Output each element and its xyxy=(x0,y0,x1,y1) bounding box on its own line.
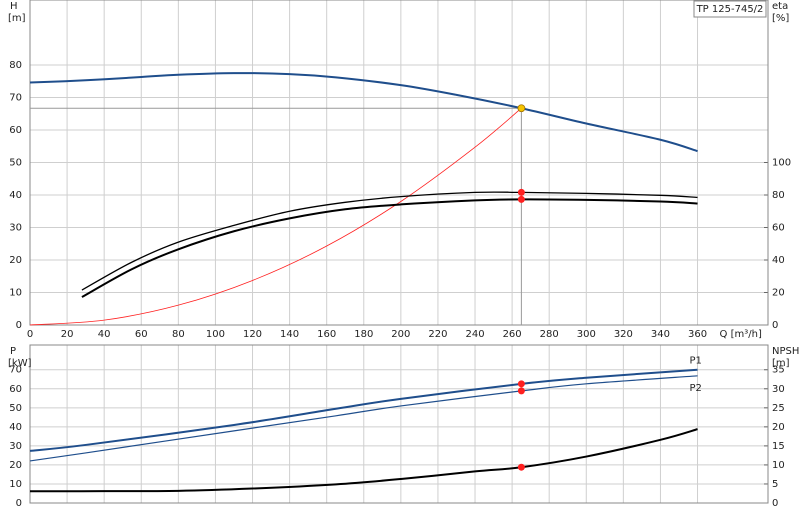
series-line xyxy=(29,375,698,462)
x-axis-title: Q [m³/h] xyxy=(720,329,762,340)
plot-frame xyxy=(29,0,769,326)
y2-tick-label: 30 xyxy=(772,384,785,395)
x-tick-label: 340 xyxy=(651,329,670,340)
y2-axis-unit: [%] xyxy=(772,13,789,24)
y-tick-label: 30 xyxy=(9,223,22,234)
duty-point-marker xyxy=(517,104,526,113)
y2-tick-label: 20 xyxy=(772,422,785,433)
chart-title: TP 125-745/2 xyxy=(696,4,764,15)
duty-point-marker xyxy=(517,380,525,388)
y-tick-label: 0 xyxy=(16,498,22,509)
x-tick-label: 180 xyxy=(354,329,373,340)
y-tick-label: 40 xyxy=(9,422,22,433)
x-tick-label: 120 xyxy=(243,329,262,340)
y-tick-label: 80 xyxy=(9,60,22,71)
y2-tick-label: 35 xyxy=(772,365,785,376)
x-tick-label: 160 xyxy=(317,329,336,340)
y2-tick-label: 0 xyxy=(772,498,778,509)
y2-tick-label: 0 xyxy=(772,320,778,331)
y2-tick-label: 15 xyxy=(772,441,785,452)
y-tick-label: 70 xyxy=(9,93,22,104)
x-tick-label: 220 xyxy=(428,329,447,340)
y2-tick-label: 80 xyxy=(772,190,785,201)
plot-panel: 0 20 40 60 80 100 120 140 160 180 200 220 240 260 280 3… xyxy=(8,0,791,340)
x-tick-label: 140 xyxy=(280,329,299,340)
x-tick-label: 240 xyxy=(465,329,484,340)
x-tick-label: 280 xyxy=(540,329,559,340)
y-axis-unit: [m] xyxy=(8,13,26,24)
y-tick-label: 60 xyxy=(9,384,22,395)
series-line xyxy=(29,428,698,493)
x-tick-label: 80 xyxy=(172,329,185,340)
title-box xyxy=(693,0,767,18)
series-line xyxy=(29,107,522,326)
plot-frame xyxy=(29,344,769,504)
y-axis-title: P xyxy=(10,346,16,357)
x-tick-label: 100 xyxy=(206,329,225,340)
y-tick-label: 70 xyxy=(9,365,22,376)
y-tick-label: 10 xyxy=(9,479,22,490)
y-axis-title: H xyxy=(10,1,18,12)
y2-tick-label: 40 xyxy=(772,255,785,266)
y-tick-label: 20 xyxy=(9,460,22,471)
y-tick-label: 50 xyxy=(9,158,22,169)
series-line xyxy=(29,72,698,153)
y-tick-label: 20 xyxy=(9,255,22,266)
y2-axis-title: NPSH xyxy=(772,346,799,357)
duty-point-marker xyxy=(517,188,525,196)
y2-tick-label: 20 xyxy=(772,288,785,299)
y-axis-unit: [kW] xyxy=(8,358,32,369)
y2-axis-unit: [m] xyxy=(772,358,790,369)
y2-tick-label: 25 xyxy=(772,403,785,414)
duty-point-marker xyxy=(517,463,525,471)
y2-axis-title: eta xyxy=(772,1,788,12)
plot-panel: 0 10 20 30 40 50 60 70 0 5 10 15 20 25 30 35 P[kW] NPSH[m… xyxy=(8,344,799,509)
y2-tick-label: 60 xyxy=(772,223,785,234)
x-tick-label: 360 xyxy=(688,329,707,340)
series-label: P2 xyxy=(690,383,702,394)
x-tick-label: 20 xyxy=(61,329,74,340)
series-line xyxy=(29,368,698,452)
y2-tick-label: 5 xyxy=(772,479,778,490)
y-tick-label: 30 xyxy=(9,441,22,452)
series-line xyxy=(81,191,698,291)
y-tick-label: 40 xyxy=(9,190,22,201)
y-tick-label: 50 xyxy=(9,403,22,414)
x-tick-label: 320 xyxy=(614,329,633,340)
x-tick-label: 260 xyxy=(503,329,522,340)
y-tick-label: 10 xyxy=(9,288,22,299)
x-tick-label: 200 xyxy=(391,329,410,340)
x-tick-label: 0 xyxy=(27,329,33,340)
x-tick-label: 40 xyxy=(98,329,111,340)
series-line xyxy=(81,198,698,298)
x-tick-label: 60 xyxy=(135,329,148,340)
duty-point-marker xyxy=(517,387,525,395)
y-tick-label: 60 xyxy=(9,125,22,136)
y2-tick-label: 10 xyxy=(772,460,785,471)
duty-point-marker xyxy=(517,195,525,203)
y2-tick-label: 100 xyxy=(772,158,791,169)
series-label: P1 xyxy=(690,356,702,367)
y-tick-label: 0 xyxy=(16,320,22,331)
x-tick-label: 300 xyxy=(577,329,596,340)
